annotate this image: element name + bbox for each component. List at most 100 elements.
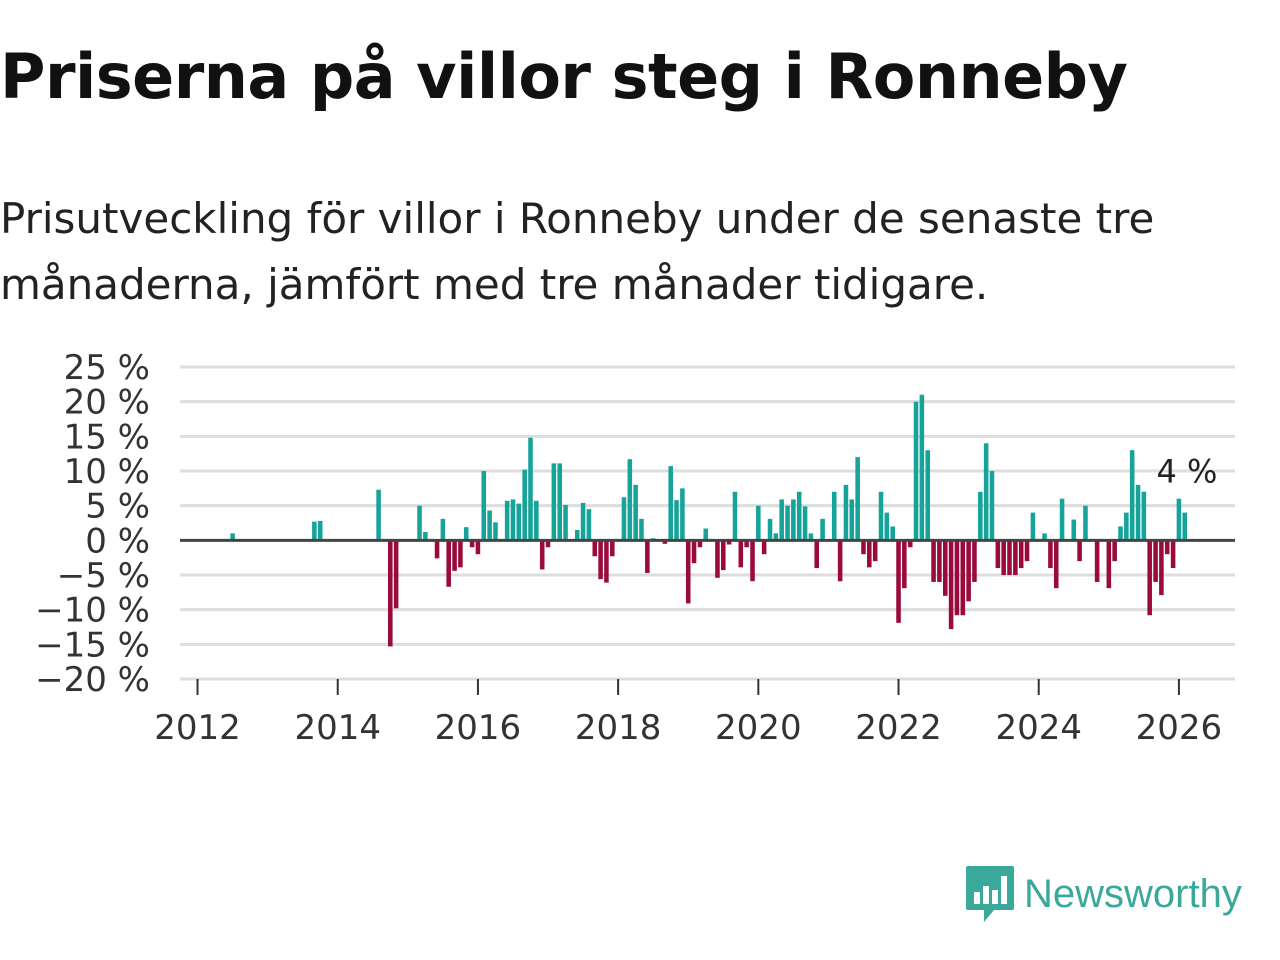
bar bbox=[884, 512, 890, 541]
bar bbox=[1106, 540, 1112, 589]
bar bbox=[312, 521, 317, 541]
bar bbox=[756, 505, 761, 541]
x-tick-label: 2022 bbox=[855, 708, 942, 748]
bar bbox=[919, 394, 925, 541]
bar bbox=[867, 540, 872, 568]
bar bbox=[534, 500, 539, 541]
bar bbox=[586, 509, 592, 541]
bar bbox=[417, 505, 422, 541]
bar bbox=[1124, 512, 1129, 541]
bar bbox=[907, 540, 913, 548]
bar bbox=[750, 540, 755, 582]
bar bbox=[931, 540, 936, 582]
bar bbox=[1053, 540, 1059, 589]
bar bbox=[791, 499, 796, 541]
bar bbox=[621, 497, 627, 541]
bar bbox=[516, 503, 522, 541]
bar bbox=[1153, 540, 1158, 582]
bar bbox=[1083, 505, 1088, 541]
bar bbox=[972, 540, 977, 582]
x-tick-label: 2012 bbox=[154, 708, 241, 748]
bar bbox=[522, 469, 527, 541]
bar bbox=[937, 540, 942, 582]
bar bbox=[966, 540, 971, 602]
bar bbox=[1071, 519, 1077, 541]
bar bbox=[610, 540, 615, 557]
bar bbox=[913, 401, 919, 541]
y-tick-label: 0 % bbox=[85, 521, 150, 561]
bar bbox=[458, 540, 463, 568]
bar bbox=[393, 540, 399, 609]
bar bbox=[504, 500, 510, 541]
bar bbox=[434, 540, 440, 559]
y-tick-label: 5 % bbox=[85, 487, 150, 527]
bar bbox=[738, 540, 744, 568]
bar bbox=[1135, 484, 1141, 541]
bar bbox=[785, 505, 790, 541]
bar bbox=[446, 540, 451, 587]
bar bbox=[639, 518, 644, 541]
bar bbox=[1129, 450, 1135, 541]
x-tick-label: 2014 bbox=[294, 708, 381, 748]
bar bbox=[720, 540, 726, 571]
bar bbox=[925, 450, 931, 541]
bar bbox=[645, 540, 650, 573]
bar bbox=[814, 540, 819, 569]
bar bbox=[948, 540, 954, 630]
bar bbox=[978, 491, 983, 541]
bar bbox=[551, 463, 557, 541]
bar bbox=[691, 540, 697, 564]
bar bbox=[685, 540, 691, 604]
bar bbox=[580, 502, 586, 541]
chart-title: Priserna på villor steg i Ronneby bbox=[0, 40, 1128, 113]
bar bbox=[510, 499, 516, 541]
bar bbox=[1170, 540, 1176, 569]
y-tick-label: −15 % bbox=[35, 625, 150, 665]
bar bbox=[627, 459, 633, 541]
bar bbox=[983, 443, 989, 541]
bar bbox=[1048, 540, 1053, 569]
x-tick-label: 2018 bbox=[575, 708, 662, 748]
bar bbox=[493, 522, 498, 541]
bar bbox=[872, 540, 878, 562]
bar bbox=[767, 518, 773, 541]
bar bbox=[878, 491, 884, 541]
bar bbox=[942, 540, 948, 596]
x-axis-ticks: 2012 2014 2016 2018 2020 2022 2024 2026 bbox=[154, 679, 1222, 748]
bar bbox=[808, 533, 814, 541]
bar bbox=[440, 518, 446, 541]
bar bbox=[1030, 512, 1036, 541]
bar bbox=[230, 533, 235, 541]
last-value-label: 4 % bbox=[1156, 453, 1217, 491]
bar bbox=[674, 500, 679, 541]
bar bbox=[539, 540, 545, 570]
bar bbox=[697, 540, 703, 548]
bar bbox=[896, 540, 901, 623]
bar bbox=[954, 540, 960, 616]
bar bbox=[1118, 526, 1123, 541]
bar bbox=[732, 491, 738, 541]
bar bbox=[820, 518, 825, 541]
bar bbox=[1112, 540, 1117, 562]
y-tick-label: 25 % bbox=[64, 348, 150, 388]
y-axis-tick-labels: 25 %20 %15 %10 %5 %0 %−5 %−10 %−15 %−20 … bbox=[35, 348, 150, 700]
y-tick-label: 10 % bbox=[64, 452, 150, 492]
bar bbox=[1182, 512, 1188, 541]
bar bbox=[703, 528, 709, 541]
bar bbox=[668, 466, 673, 541]
bar bbox=[1024, 540, 1030, 562]
bar bbox=[1147, 540, 1152, 616]
bar bbox=[779, 499, 784, 541]
y-tick-label: −20 % bbox=[35, 660, 150, 700]
bar bbox=[890, 526, 895, 541]
bar bbox=[995, 540, 1001, 569]
bar bbox=[1176, 498, 1182, 541]
bar bbox=[317, 520, 323, 541]
bar bbox=[423, 532, 428, 541]
x-tick-label: 2016 bbox=[435, 708, 522, 748]
bar bbox=[902, 540, 907, 589]
bar bbox=[592, 540, 598, 557]
bar bbox=[855, 457, 860, 541]
bar bbox=[376, 489, 381, 541]
bar bbox=[1042, 533, 1047, 541]
